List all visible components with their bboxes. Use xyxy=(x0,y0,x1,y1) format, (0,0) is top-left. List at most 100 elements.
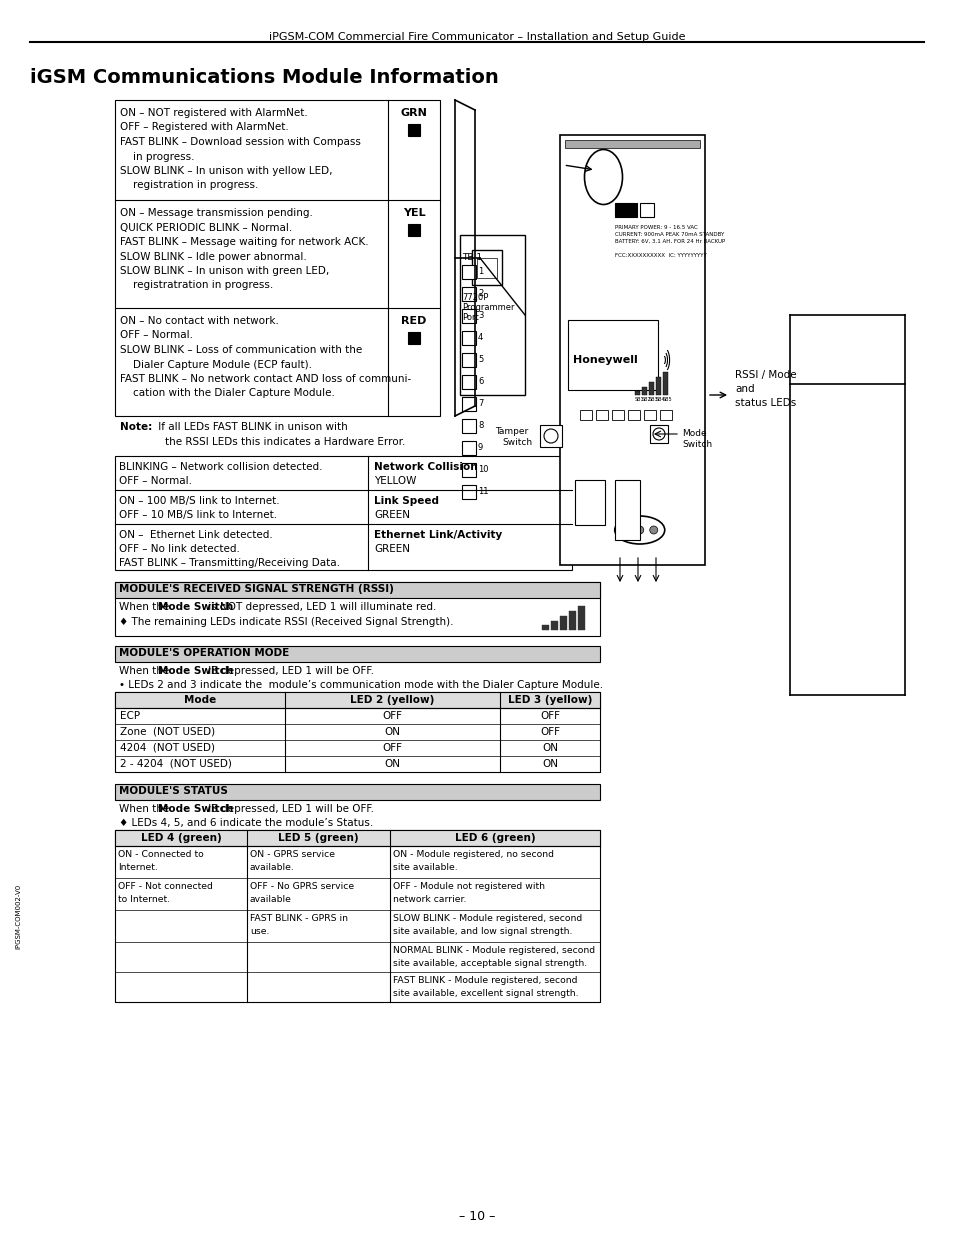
Text: Zone  (NOT USED): Zone (NOT USED) xyxy=(120,727,214,737)
Text: OFF - No GPRS service: OFF - No GPRS service xyxy=(250,882,354,890)
Text: FAST BLINK – Message waiting for network ACK.: FAST BLINK – Message waiting for network… xyxy=(120,237,368,247)
Text: iPGSM-COM002-V0: iPGSM-COM002-V0 xyxy=(15,883,21,948)
Text: 11: 11 xyxy=(477,487,488,496)
Text: Network Collision: Network Collision xyxy=(374,462,477,472)
Text: OFF - Not connected: OFF - Not connected xyxy=(118,882,213,890)
Text: 7720P: 7720P xyxy=(461,293,488,303)
Text: Internet.: Internet. xyxy=(118,863,157,872)
Text: When the: When the xyxy=(119,804,172,814)
Text: to Internet.: to Internet. xyxy=(118,895,170,904)
Text: Switch: Switch xyxy=(501,438,532,447)
Text: MODULE'S OPERATION MODE: MODULE'S OPERATION MODE xyxy=(119,648,289,658)
Bar xyxy=(559,135,704,564)
Text: ECP: ECP xyxy=(120,711,140,721)
Bar xyxy=(559,616,566,630)
Text: IS depressed, LED 1 will be OFF.: IS depressed, LED 1 will be OFF. xyxy=(205,804,374,814)
Bar xyxy=(461,441,476,454)
Text: FCC:XXXXXXXXXX  IC: YYYYYYYYY: FCC:XXXXXXXXXX IC: YYYYYYYYY xyxy=(615,253,706,258)
Text: is NOT depressed, LED 1 will illuminate red.: is NOT depressed, LED 1 will illuminate … xyxy=(205,601,436,613)
Text: OFF – No link detected.: OFF – No link detected. xyxy=(119,543,239,555)
Text: ON – 100 MB/S link to Internet.: ON – 100 MB/S link to Internet. xyxy=(119,496,279,506)
Bar xyxy=(461,463,476,477)
Text: site available, acceptable signal strength.: site available, acceptable signal streng… xyxy=(393,960,586,968)
Text: LED 3 (yellow): LED 3 (yellow) xyxy=(507,695,592,705)
Text: ON: ON xyxy=(384,727,400,737)
Bar xyxy=(615,203,637,217)
Text: Switch: Switch xyxy=(681,440,711,450)
Text: 10: 10 xyxy=(477,466,488,474)
Text: 5: 5 xyxy=(477,354,483,364)
Bar xyxy=(115,100,439,416)
Bar xyxy=(564,140,700,148)
Text: 4: 4 xyxy=(477,333,483,342)
Text: FAST BLINK – No network contact AND loss of communi-: FAST BLINK – No network contact AND loss… xyxy=(120,374,411,384)
Text: YELLOW: YELLOW xyxy=(374,475,416,487)
Bar xyxy=(461,287,476,301)
Bar xyxy=(551,621,558,630)
Text: – 10 –: – 10 – xyxy=(458,1210,495,1223)
Text: SLOW BLINK – Idle power abnormal.: SLOW BLINK – Idle power abnormal. xyxy=(120,252,307,262)
Text: BLINKING – Network collision detected.: BLINKING – Network collision detected. xyxy=(119,462,322,472)
Text: RED: RED xyxy=(401,316,426,326)
Bar xyxy=(541,625,548,630)
Text: SB2: SB2 xyxy=(641,396,651,403)
Bar xyxy=(627,410,639,420)
Bar xyxy=(639,203,654,217)
Bar xyxy=(568,611,576,630)
Text: SLOW BLINK – In unison with yellow LED,: SLOW BLINK – In unison with yellow LED, xyxy=(120,165,333,177)
Text: 3: 3 xyxy=(477,311,483,320)
Text: SB5: SB5 xyxy=(662,396,672,403)
Text: FAST BLINK – Download session with Compass: FAST BLINK – Download session with Compa… xyxy=(120,137,360,147)
Text: ♦ The remaining LEDs indicate RSSI (Received Signal Strength).: ♦ The remaining LEDs indicate RSSI (Rece… xyxy=(119,618,453,627)
Bar xyxy=(115,646,599,662)
Text: site available.: site available. xyxy=(393,863,457,872)
Text: in progress.: in progress. xyxy=(120,152,194,162)
Bar xyxy=(659,410,671,420)
Bar xyxy=(635,391,639,395)
Bar xyxy=(579,410,592,420)
Text: iPGSM-COM Commercial Fire Communicator – Installation and Setup Guide: iPGSM-COM Commercial Fire Communicator –… xyxy=(269,32,684,42)
Text: 8: 8 xyxy=(477,421,483,430)
Text: LED 5 (green): LED 5 (green) xyxy=(278,832,358,844)
Text: MODULE'S RECEIVED SIGNAL STRENGTH (RSSI): MODULE'S RECEIVED SIGNAL STRENGTH (RSSI) xyxy=(119,584,394,594)
Text: OFF: OFF xyxy=(539,711,559,721)
Text: Tamper: Tamper xyxy=(495,427,528,436)
Bar xyxy=(408,224,419,236)
Text: ON - GPRS service: ON - GPRS service xyxy=(250,850,335,860)
Text: When the: When the xyxy=(119,601,172,613)
Bar xyxy=(596,410,607,420)
Text: OFF – Registered with AlarmNet.: OFF – Registered with AlarmNet. xyxy=(120,122,289,132)
Text: 2: 2 xyxy=(477,289,483,298)
Bar xyxy=(461,485,476,499)
Text: When the: When the xyxy=(119,666,172,676)
Text: Honeywell: Honeywell xyxy=(573,354,638,366)
Circle shape xyxy=(621,526,629,534)
Text: Mode Switch: Mode Switch xyxy=(157,601,233,613)
Text: OFF – 10 MB/S link to Internet.: OFF – 10 MB/S link to Internet. xyxy=(119,510,276,520)
Text: Mode Switch: Mode Switch xyxy=(157,666,233,676)
Text: network carrier.: network carrier. xyxy=(393,895,466,904)
Bar xyxy=(615,480,639,540)
Bar xyxy=(578,606,584,630)
Text: TB 1: TB 1 xyxy=(461,253,481,262)
Circle shape xyxy=(649,526,657,534)
Bar xyxy=(461,375,476,389)
Text: CURRENT: 900mA PEAK 70mA STANDBY: CURRENT: 900mA PEAK 70mA STANDBY xyxy=(615,232,723,237)
Bar xyxy=(575,480,604,525)
Text: SB4: SB4 xyxy=(656,396,665,403)
Text: OFF: OFF xyxy=(382,743,402,753)
Circle shape xyxy=(635,526,643,534)
Text: ON: ON xyxy=(541,743,558,753)
Bar xyxy=(115,582,599,598)
Bar xyxy=(461,353,476,367)
Bar xyxy=(115,692,599,708)
Bar xyxy=(539,425,561,447)
Bar xyxy=(115,692,599,772)
Text: ON: ON xyxy=(541,760,558,769)
Text: NORMAL BLINK - Module registered, second: NORMAL BLINK - Module registered, second xyxy=(393,946,595,955)
Bar xyxy=(115,830,599,846)
Text: the RSSI LEDs this indicates a Hardware Error.: the RSSI LEDs this indicates a Hardware … xyxy=(165,437,405,447)
Text: LED 4 (green): LED 4 (green) xyxy=(140,832,221,844)
Bar xyxy=(461,419,476,433)
Text: site available, and low signal strength.: site available, and low signal strength. xyxy=(393,927,572,936)
